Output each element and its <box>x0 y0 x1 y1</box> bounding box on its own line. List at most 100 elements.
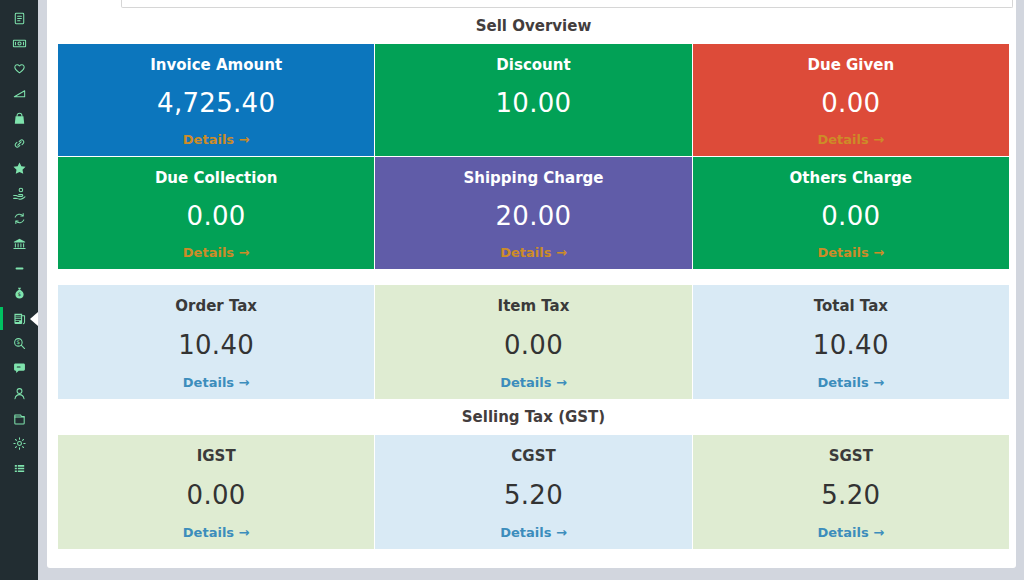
star-icon <box>12 161 27 176</box>
sidebar-item-money-bag[interactable]: $ <box>0 281 38 306</box>
card-value: 10.40 <box>813 330 889 360</box>
top-filter-box-cutoff <box>121 0 1013 8</box>
sidebar-item-gear[interactable] <box>0 431 38 456</box>
card-value: 5.20 <box>504 480 563 510</box>
archive-icon <box>12 411 27 426</box>
card-order-tax: Order Tax 10.40 Details → <box>58 285 374 399</box>
sidebar-item-cash[interactable] <box>0 31 38 56</box>
card-label: Due Collection <box>155 169 277 187</box>
card-cgst: CGST 5.20 Details → <box>375 435 691 549</box>
card-row: Invoice Amount 4,725.40 Details → Discount 1… <box>58 44 1009 156</box>
card-label: CGST <box>511 447 555 465</box>
card-due-given: Due Given 0.00 Details → <box>693 44 1009 156</box>
tax-summary-section: Order Tax 10.40 Details → Item Tax 0.00 Detai… <box>58 269 1009 399</box>
content-panel: Sell Overview Invoice Amount 4,725.40 Detai… <box>47 0 1016 568</box>
dash-icon <box>12 261 27 276</box>
sidebar-item-report[interactable] <box>0 306 38 331</box>
card-value: 0.00 <box>821 201 880 231</box>
gear-icon <box>12 436 27 451</box>
card-due-collection: Due Collection 0.00 Details → <box>58 157 374 269</box>
report-icon <box>12 311 27 326</box>
card-label: IGST <box>197 447 236 465</box>
search-money-icon: $ <box>12 336 27 351</box>
details-link[interactable]: Details → <box>500 525 567 540</box>
section-title-sell-overview: Sell Overview <box>58 8 1009 44</box>
card-item-tax: Item Tax 0.00 Details → <box>375 285 691 399</box>
card-label: Invoice Amount <box>150 56 282 74</box>
card-invoice-amount: Invoice Amount 4,725.40 Details → <box>58 44 374 156</box>
bank-icon <box>12 236 27 251</box>
card-label: Total Tax <box>814 297 888 315</box>
sidebar-item-link[interactable] <box>0 131 38 156</box>
sidebar: $$ <box>0 0 38 580</box>
chat-icon <box>12 361 27 376</box>
card-discount: Discount10.00Details → <box>375 44 691 156</box>
details-link[interactable]: Details → <box>817 132 884 147</box>
sell-overview-section: Sell Overview Invoice Amount 4,725.40 Detai… <box>58 8 1009 269</box>
section-title-selling-tax-gst: Selling Tax (GST) <box>58 399 1009 435</box>
card-total-tax: Total Tax 10.40 Details → <box>693 285 1009 399</box>
sidebar-item-search-money[interactable]: $ <box>0 331 38 356</box>
details-link[interactable]: Details → <box>817 245 884 260</box>
sidebar-item-archive[interactable] <box>0 406 38 431</box>
details-link[interactable]: Details → <box>183 525 250 540</box>
sidebar-item-shopping-bag[interactable] <box>0 106 38 131</box>
cash-icon <box>12 36 27 51</box>
sidebar-item-list[interactable] <box>0 456 38 481</box>
card-shipping-charge: Shipping Charge 20.00 Details → <box>375 157 691 269</box>
sidebar-item-money-exchange[interactable] <box>0 206 38 231</box>
shopping-bag-icon <box>12 111 27 126</box>
hand-coin-icon <box>12 186 27 201</box>
card-row: Due Collection0.00Details →Shipping Char… <box>58 157 1009 269</box>
link-icon <box>12 136 27 151</box>
sidebar-item-user[interactable] <box>0 381 38 406</box>
svg-text:$: $ <box>16 339 20 345</box>
card-value: 10.40 <box>178 330 254 360</box>
card-label: Due Given <box>808 56 895 74</box>
card-label: SGST <box>829 447 873 465</box>
sidebar-item-star[interactable] <box>0 156 38 181</box>
details-link[interactable]: Details → <box>183 245 250 260</box>
details-link[interactable]: Details → <box>183 375 250 390</box>
money-bag-icon: $ <box>12 286 27 301</box>
sidebar-item-dash[interactable] <box>0 256 38 281</box>
card-value: 20.00 <box>496 201 572 231</box>
card-others-charge: Others Charge0.00Details → <box>693 157 1009 269</box>
active-arrow-icon <box>30 312 38 326</box>
user-icon <box>12 386 27 401</box>
ramp-icon <box>12 86 27 101</box>
card-value: 0.00 <box>504 330 563 360</box>
active-indicator-bar <box>0 307 3 330</box>
card-label: Shipping Charge <box>463 169 603 187</box>
card-label: Discount <box>496 56 570 74</box>
sidebar-item-hand-coin[interactable] <box>0 181 38 206</box>
sidebar-item-invoice-list[interactable] <box>0 6 38 31</box>
money-exchange-icon <box>12 211 27 226</box>
card-value: 0.00 <box>187 480 246 510</box>
sidebar-item-heart[interactable] <box>0 56 38 81</box>
heart-icon <box>12 61 27 76</box>
details-link[interactable]: Details → <box>183 132 250 147</box>
sidebar-item-ramp[interactable] <box>0 81 38 106</box>
details-link[interactable]: Details → <box>500 245 567 260</box>
card-label: Item Tax <box>498 297 570 315</box>
card-value: 0.00 <box>187 201 246 231</box>
card-sgst: SGST 5.20 Details → <box>693 435 1009 549</box>
card-row: IGST 0.00 Details → CGST 5.20 Details → SGST 5.… <box>58 435 1009 549</box>
details-link[interactable]: Details → <box>817 375 884 390</box>
sidebar-item-bank[interactable] <box>0 231 38 256</box>
card-value: 5.20 <box>821 480 880 510</box>
card-value: 4,725.40 <box>157 88 275 118</box>
details-link[interactable]: Details → <box>817 525 884 540</box>
invoice-list-icon <box>12 11 27 26</box>
card-value: 10.00 <box>496 88 572 118</box>
sidebar-item-chat[interactable] <box>0 356 38 381</box>
card-row: Order Tax 10.40 Details → Item Tax 0.00 Detai… <box>58 285 1009 399</box>
cards-area: Sell Overview Invoice Amount 4,725.40 Detai… <box>58 8 1009 549</box>
list-icon <box>12 461 27 476</box>
details-link[interactable]: Details → <box>500 375 567 390</box>
card-label: Order Tax <box>175 297 257 315</box>
card-igst: IGST 0.00 Details → <box>58 435 374 549</box>
selling-tax-gst-section: Selling Tax (GST) IGST 0.00 Details → CGST 5.… <box>58 399 1009 549</box>
card-value: 0.00 <box>821 88 880 118</box>
